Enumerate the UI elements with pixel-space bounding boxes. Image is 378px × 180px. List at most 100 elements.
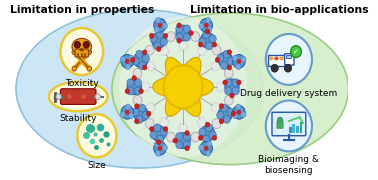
Circle shape <box>56 94 61 100</box>
Circle shape <box>176 33 183 41</box>
Circle shape <box>217 55 224 62</box>
Text: Stability: Stability <box>59 114 97 123</box>
Circle shape <box>185 130 189 136</box>
Circle shape <box>215 57 220 62</box>
Circle shape <box>134 52 148 68</box>
Circle shape <box>121 105 133 119</box>
Text: Size: Size <box>87 161 106 170</box>
Circle shape <box>241 111 246 117</box>
Circle shape <box>212 42 217 47</box>
Circle shape <box>206 27 212 33</box>
Circle shape <box>176 141 183 149</box>
Circle shape <box>199 23 204 29</box>
Text: Drug delivery system: Drug delivery system <box>240 89 338 98</box>
Ellipse shape <box>49 82 108 111</box>
Circle shape <box>127 79 134 87</box>
Circle shape <box>134 106 148 122</box>
Circle shape <box>150 131 157 139</box>
Polygon shape <box>216 83 225 91</box>
FancyBboxPatch shape <box>289 127 291 133</box>
Circle shape <box>133 95 142 105</box>
Circle shape <box>227 108 234 116</box>
Circle shape <box>162 23 167 29</box>
Circle shape <box>132 108 139 116</box>
FancyBboxPatch shape <box>75 49 88 57</box>
Circle shape <box>176 25 183 33</box>
Circle shape <box>232 87 239 95</box>
Circle shape <box>143 55 149 62</box>
Circle shape <box>266 100 312 151</box>
Polygon shape <box>211 103 220 112</box>
Circle shape <box>183 33 191 41</box>
Circle shape <box>136 116 143 123</box>
Circle shape <box>83 41 89 48</box>
Circle shape <box>199 128 206 136</box>
Circle shape <box>173 138 177 143</box>
Circle shape <box>155 150 161 156</box>
Circle shape <box>125 59 130 64</box>
Circle shape <box>154 27 160 33</box>
Circle shape <box>224 68 233 78</box>
Circle shape <box>225 79 239 95</box>
Circle shape <box>219 119 224 124</box>
FancyBboxPatch shape <box>285 54 294 65</box>
Circle shape <box>77 114 116 157</box>
Circle shape <box>271 64 278 72</box>
Circle shape <box>199 145 204 150</box>
FancyBboxPatch shape <box>60 89 96 104</box>
Polygon shape <box>153 57 213 116</box>
Circle shape <box>163 127 168 131</box>
Circle shape <box>139 104 146 112</box>
Circle shape <box>223 80 227 85</box>
Circle shape <box>147 111 151 116</box>
Circle shape <box>139 89 143 94</box>
FancyBboxPatch shape <box>268 55 285 66</box>
Circle shape <box>154 42 161 50</box>
Circle shape <box>127 87 134 95</box>
Circle shape <box>143 65 147 70</box>
Circle shape <box>219 104 224 109</box>
Circle shape <box>160 38 167 46</box>
Circle shape <box>129 113 134 118</box>
Circle shape <box>155 17 161 23</box>
Circle shape <box>150 33 154 38</box>
Circle shape <box>150 127 154 131</box>
Circle shape <box>237 80 241 85</box>
Ellipse shape <box>72 38 91 55</box>
FancyBboxPatch shape <box>296 126 299 133</box>
Circle shape <box>227 57 234 65</box>
Circle shape <box>200 32 215 48</box>
Circle shape <box>266 34 312 85</box>
Circle shape <box>130 57 135 62</box>
Circle shape <box>121 55 133 68</box>
Circle shape <box>198 135 203 140</box>
Circle shape <box>225 79 232 87</box>
FancyBboxPatch shape <box>293 124 295 133</box>
Polygon shape <box>197 118 206 127</box>
Circle shape <box>199 38 206 46</box>
Circle shape <box>74 41 81 48</box>
Circle shape <box>191 32 200 41</box>
Circle shape <box>212 135 217 140</box>
Polygon shape <box>160 47 169 55</box>
Circle shape <box>152 32 166 48</box>
Circle shape <box>125 110 130 115</box>
Circle shape <box>277 117 283 123</box>
Polygon shape <box>141 83 150 91</box>
Circle shape <box>156 31 164 39</box>
Circle shape <box>205 17 211 23</box>
Circle shape <box>166 32 175 41</box>
Circle shape <box>218 52 232 68</box>
Circle shape <box>143 111 149 119</box>
Circle shape <box>125 89 130 94</box>
Circle shape <box>241 56 246 62</box>
Circle shape <box>225 87 232 95</box>
Circle shape <box>232 113 238 118</box>
Circle shape <box>162 145 167 150</box>
Circle shape <box>120 56 125 62</box>
Circle shape <box>74 94 79 99</box>
Circle shape <box>127 79 141 95</box>
Circle shape <box>135 104 139 109</box>
Circle shape <box>177 23 181 28</box>
Circle shape <box>189 31 193 35</box>
